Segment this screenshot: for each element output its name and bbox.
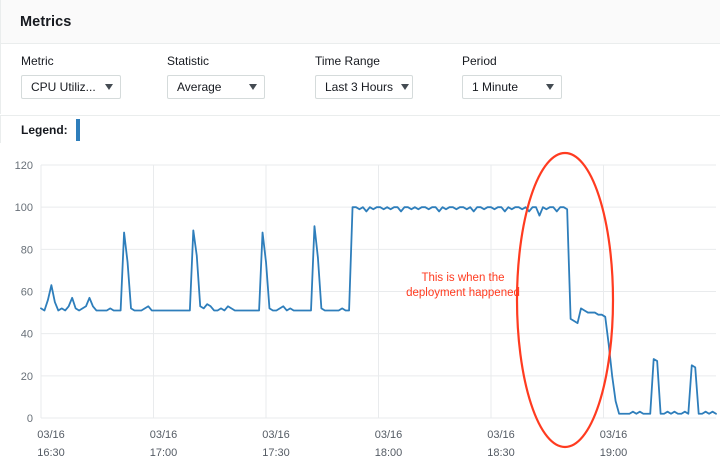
control-label-period: Period xyxy=(462,54,497,68)
metric-select[interactable]: CPU Utiliz... xyxy=(21,75,121,99)
control-period: Period 1 Minute xyxy=(462,55,562,99)
y-axis-tick: 120 xyxy=(15,160,33,172)
annotation-line-2: deployment happened xyxy=(406,287,520,299)
controls-bar: Metric CPU Utiliz... Statistic Average T… xyxy=(0,44,720,114)
legend-color-swatch[interactable] xyxy=(75,118,80,141)
x-axis-tick-time: 17:00 xyxy=(150,447,178,459)
panel-header: Metrics xyxy=(0,0,720,44)
x-axis-tick-date: 03/16 xyxy=(600,429,628,441)
y-axis-tick: 80 xyxy=(21,244,33,256)
x-axis-tick-time: 18:00 xyxy=(375,447,403,459)
y-axis-tick: 0 xyxy=(27,413,33,425)
y-axis-tick: 20 xyxy=(21,371,33,383)
time-range-select-value: Last 3 Hours xyxy=(325,80,394,94)
x-axis-tick-date: 03/16 xyxy=(150,429,178,441)
chevron-down-icon xyxy=(249,84,257,90)
y-axis-tick: 40 xyxy=(21,329,33,341)
metric-select-value: CPU Utiliz... xyxy=(31,80,96,94)
control-label-statistic: Statistic xyxy=(167,54,210,68)
deployment-annotation: This is when the deployment happened xyxy=(388,271,538,301)
control-label-metric: Metric xyxy=(21,54,54,68)
statistic-select-value: Average xyxy=(177,80,222,94)
legend-label: Legend: xyxy=(21,122,68,137)
x-axis-tick-date: 03/16 xyxy=(262,429,290,441)
x-axis-tick-date: 03/16 xyxy=(487,429,515,441)
chevron-down-icon xyxy=(105,84,113,90)
y-axis-tick: 60 xyxy=(21,287,33,299)
statistic-select[interactable]: Average xyxy=(167,75,265,99)
chevron-down-icon xyxy=(546,84,554,90)
x-axis-tick-time: 18:30 xyxy=(487,447,515,459)
control-metric: Metric CPU Utiliz... xyxy=(21,55,121,99)
page-title: Metrics xyxy=(20,13,72,30)
chevron-down-icon xyxy=(401,84,410,90)
x-axis-tick-time: 16:30 xyxy=(37,447,65,459)
period-select-value: 1 Minute xyxy=(472,80,519,94)
series-line-cpu-utilization xyxy=(40,206,717,415)
control-time-range: Time Range Last 3 Hours xyxy=(315,55,413,99)
deployment-highlight-ellipse xyxy=(515,151,615,449)
x-axis-tick-date: 03/16 xyxy=(37,429,65,441)
chart-area: 0 20 40 60 80 100 120 03/16 16:30 03/16 17:00 03/16… xyxy=(0,143,720,463)
x-axis-tick-date: 03/16 xyxy=(375,429,403,441)
x-axis-tick-time: 19:00 xyxy=(600,447,628,459)
annotation-line-1: This is when the xyxy=(421,272,505,284)
time-range-select[interactable]: Last 3 Hours xyxy=(315,75,413,99)
x-axis-tick-time: 17:30 xyxy=(262,447,290,459)
legend: Legend: xyxy=(0,115,720,143)
period-select[interactable]: 1 Minute xyxy=(462,75,562,99)
control-statistic: Statistic Average xyxy=(167,55,265,99)
cpu-utilization-line-chart: 0 20 40 60 80 100 120 03/16 16:30 03/16 17:00 03/16… xyxy=(15,151,717,459)
y-axis-tick: 100 xyxy=(15,202,33,214)
control-label-time-range: Time Range xyxy=(315,54,380,68)
